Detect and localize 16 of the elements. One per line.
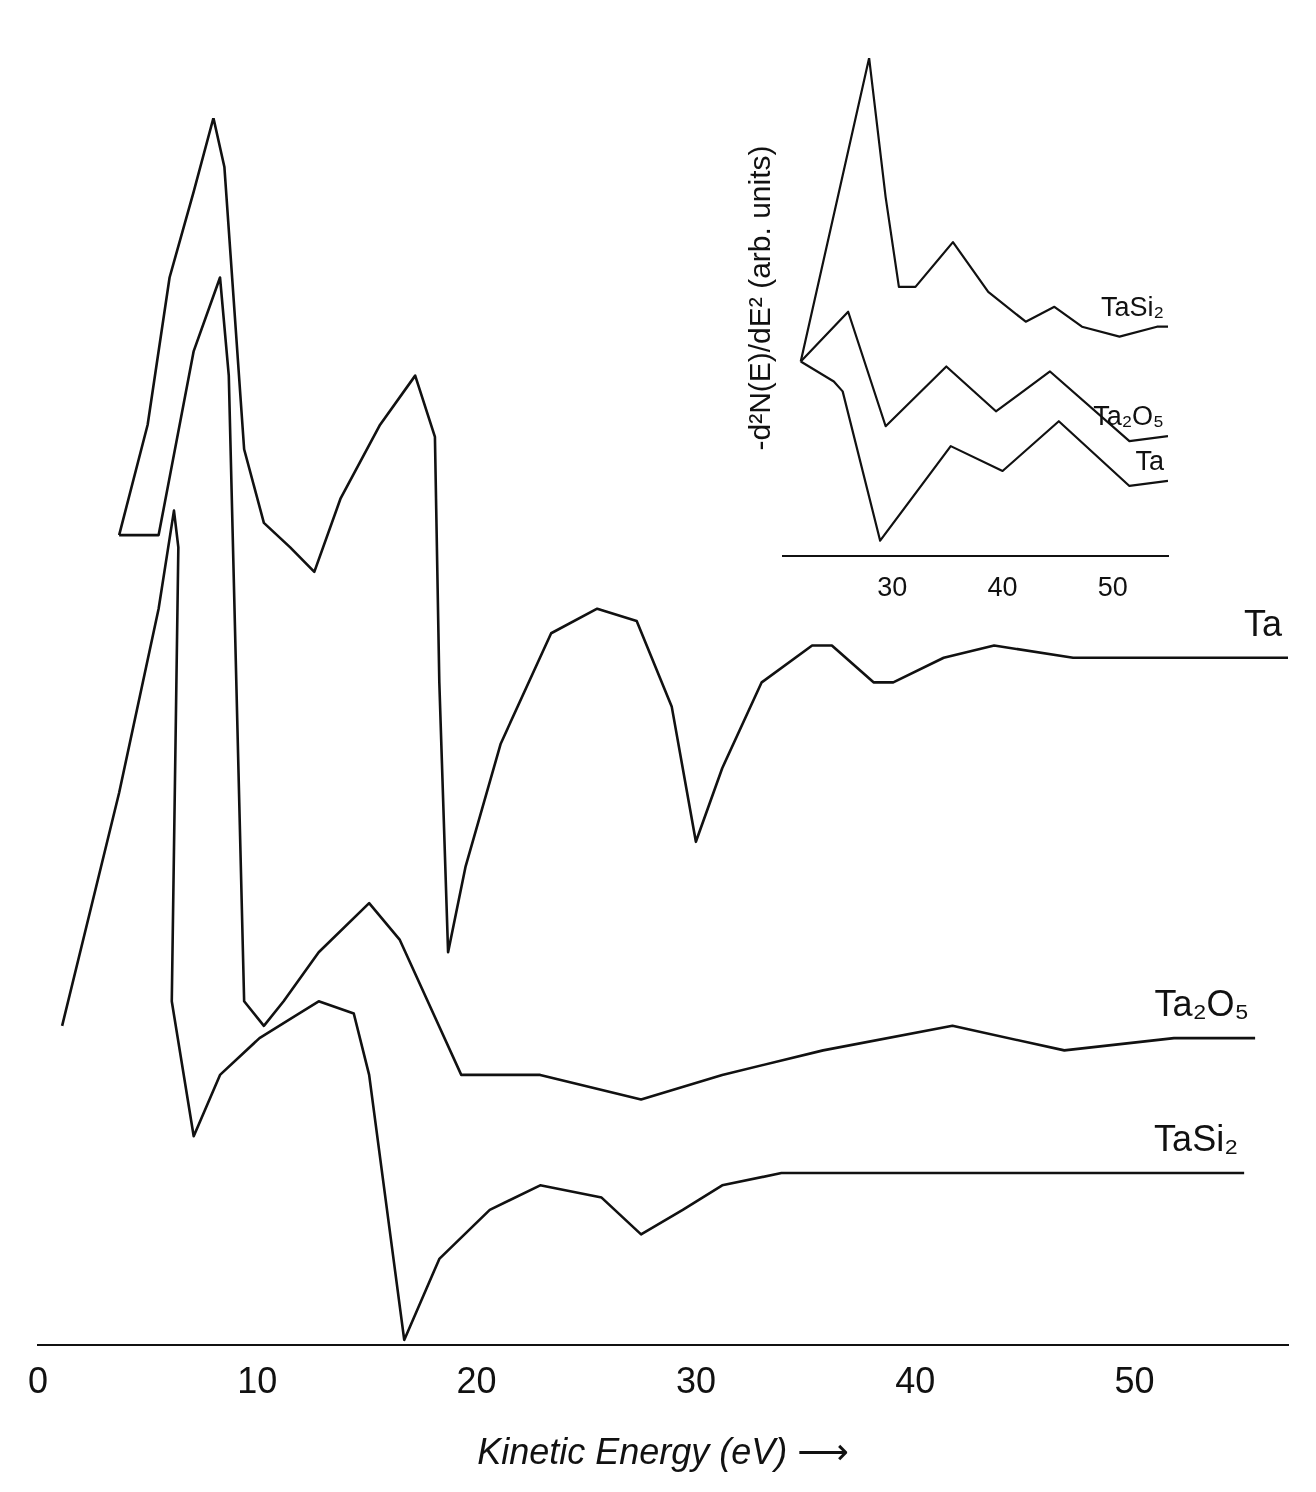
x-tick-label: 40 (987, 572, 1018, 603)
series-label: Ta (1135, 445, 1165, 476)
series-label: TaSi₂ (1154, 1117, 1239, 1159)
x-axis-title: Kinetic Energy (eV) ⟶ (477, 1431, 849, 1473)
x-tick-label: 50 (1114, 1360, 1155, 1402)
x-tick-label: 40 (895, 1360, 936, 1402)
x-tick-label: 30 (877, 572, 908, 603)
series-label: Ta₂O₅ (1154, 983, 1250, 1025)
y-axis-title: -d²N(E)/dE² (arb. units) (743, 145, 777, 451)
series-label: Ta (1243, 602, 1283, 644)
x-tick-label: 30 (675, 1360, 716, 1402)
x-tick-label: 20 (456, 1360, 497, 1402)
x-tick-label: 0 (27, 1360, 49, 1402)
x-tick-label: 10 (237, 1360, 278, 1402)
series-label: TaSi₂ (1100, 291, 1164, 322)
x-tick-label: 50 (1097, 572, 1128, 603)
